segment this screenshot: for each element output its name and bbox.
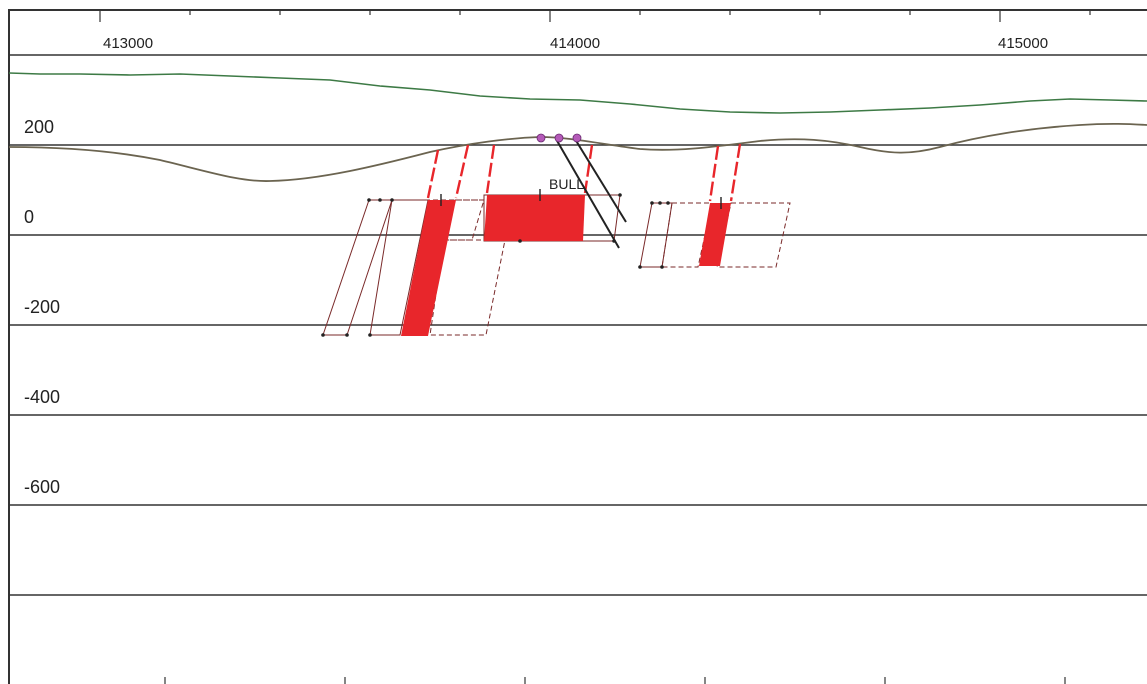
elevation-label-minus-200: -200: [24, 297, 60, 317]
collar-3: [572, 133, 582, 143]
bottom-axis-ticks: [164, 677, 1066, 684]
red-projection-ticks: [426, 143, 742, 202]
drillhole-trace-2: [574, 138, 627, 223]
topography-line: [8, 122, 1147, 182]
middle-red-zone: [484, 195, 585, 241]
right-block-outline-c: [716, 202, 791, 268]
elevation-label-minus-400: -400: [24, 387, 60, 407]
elevation-label-minus-600: -600: [24, 477, 60, 497]
collar-2: [554, 133, 564, 143]
left-block-outline-b: [369, 199, 429, 336]
drillhole-traces: [555, 138, 627, 249]
top-axis-ticks: [99, 10, 1091, 22]
x-tick-label-415000: 415000: [998, 35, 1048, 52]
elevation-label-200: 200: [24, 117, 54, 137]
x-tick-label-414000: 414000: [550, 35, 600, 52]
green-profile-line: [8, 72, 1147, 114]
target-label-bull: BULL: [549, 176, 584, 192]
block-markers: [321, 193, 670, 337]
x-tick-label-413000: 413000: [103, 35, 153, 52]
drillhole-collars: [536, 133, 582, 143]
block-cross-ticks: [440, 189, 722, 209]
elevation-label-0: 0: [24, 207, 34, 227]
right-red-zone: [699, 203, 731, 266]
right-block-outline-b: [661, 202, 713, 268]
mineralised-zones: [401, 195, 731, 336]
left-red-zone: [401, 200, 456, 336]
collar-1: [536, 133, 546, 143]
drillhole-trace-1: [555, 138, 620, 249]
